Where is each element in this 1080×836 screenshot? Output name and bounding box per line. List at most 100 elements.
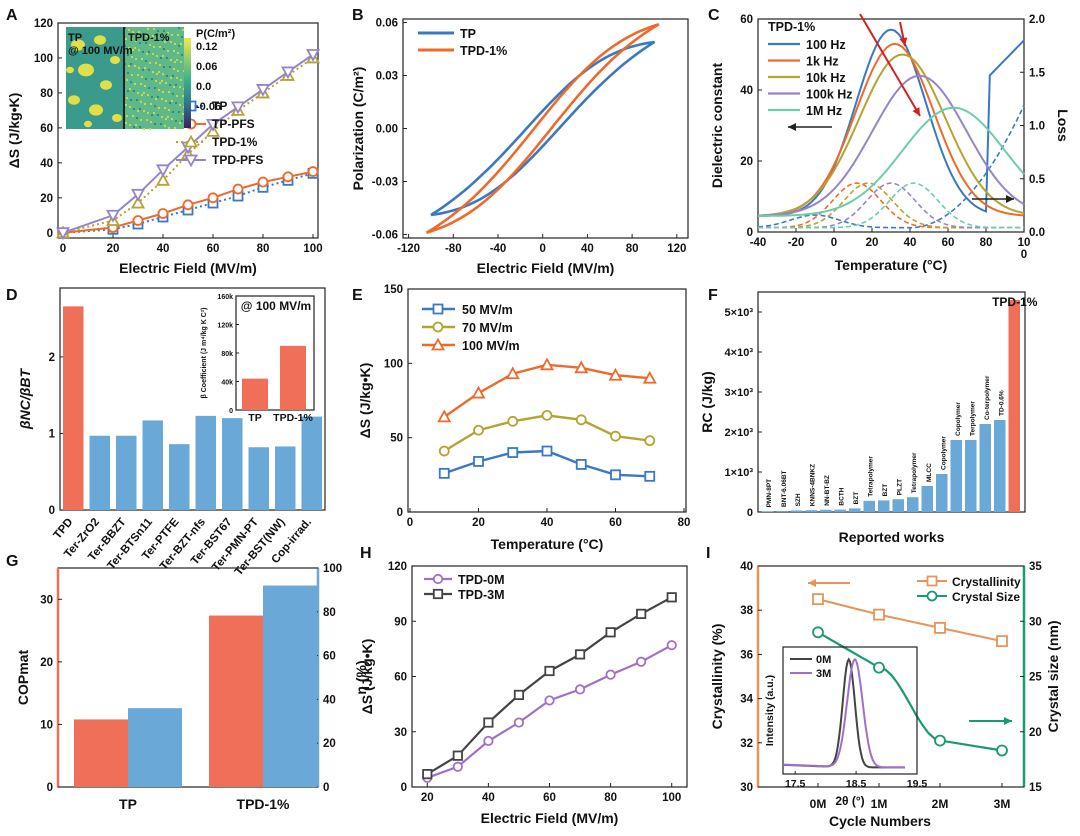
- dielectric-curve: [757, 28, 1025, 217]
- y-axis-label: RC (J/kg): [699, 371, 715, 432]
- noise-dot: [147, 94, 149, 96]
- noise-dot: [154, 123, 156, 125]
- inset-tick-label: 120k: [217, 323, 233, 330]
- x-tick-label: 20: [421, 792, 434, 804]
- noise-dot: [162, 91, 164, 93]
- data-point: [282, 171, 294, 183]
- data-point: [541, 409, 553, 421]
- data-point: [610, 469, 621, 481]
- data-point: [307, 166, 319, 177]
- y-tick-label: 100: [323, 563, 342, 575]
- bar: [979, 424, 991, 512]
- y-tick-label: 36: [740, 649, 753, 661]
- legend-label: TPD-1%: [212, 135, 258, 149]
- noise-dot: [135, 40, 137, 42]
- data-point: [610, 430, 621, 442]
- y2-axis-label: η (%): [353, 660, 369, 694]
- noise-dot: [182, 29, 184, 31]
- bar: [878, 500, 890, 512]
- noise-dot: [169, 84, 171, 86]
- legend-marker: [432, 303, 444, 315]
- noise-dot: [164, 107, 166, 109]
- noise-dot: [167, 32, 169, 34]
- y-tick-label: 0: [47, 782, 53, 794]
- bar: [791, 510, 803, 512]
- legend-label: 50 MV/m: [462, 303, 513, 317]
- x-axis-label: Temperature (°C): [491, 536, 604, 552]
- series-line: [62, 57, 314, 234]
- noise-dot: [168, 91, 170, 93]
- inset-legend-label: 3M: [816, 668, 831, 680]
- inset-category-label: TPD-1%: [273, 412, 313, 424]
- noise-dot: [157, 114, 159, 116]
- noise-dot: [168, 109, 170, 111]
- x-tick-label: -120: [397, 243, 420, 255]
- noise-dot: [165, 82, 167, 84]
- y-axis-label: ΔS (J/kg•K): [359, 639, 375, 715]
- arrow-head: [788, 123, 796, 131]
- data-point: [574, 649, 586, 660]
- bar: [892, 499, 904, 512]
- noise-dot: [161, 116, 163, 118]
- noise-dot: [127, 54, 129, 56]
- series-line: [62, 172, 314, 234]
- noise-dot: [166, 57, 168, 59]
- legend-marker: [430, 337, 446, 351]
- noise-dot: [149, 62, 151, 64]
- noise-dot: [140, 101, 142, 103]
- x-tick-label: 0: [1021, 249, 1027, 261]
- noise-dot: [172, 93, 174, 95]
- data-point: [483, 717, 494, 728]
- noise-dot: [144, 85, 146, 87]
- noise-dot: [160, 39, 162, 41]
- noise-dot: [156, 55, 158, 57]
- noise-dot: [178, 27, 180, 29]
- noise-dot: [146, 53, 148, 55]
- data-point: [437, 409, 452, 423]
- category-label: TPD-1%: [237, 796, 290, 812]
- noise-dot: [167, 116, 169, 118]
- y-tick-label: 60: [40, 123, 53, 135]
- noise-dot: [126, 115, 128, 117]
- data-point: [422, 769, 433, 780]
- data-point: [483, 735, 494, 747]
- inset-title: @ 100 MV/m: [241, 299, 311, 313]
- noise-dot: [178, 111, 180, 113]
- noise-dot: [176, 95, 178, 97]
- bar-label: BNT-6.06BT: [781, 470, 788, 507]
- x-tick-label: 60: [543, 792, 556, 804]
- noise-dot: [134, 65, 136, 67]
- data-point: [255, 84, 271, 97]
- data-point: [541, 445, 553, 457]
- arrow-head: [912, 107, 920, 116]
- legend-marker: [926, 590, 938, 602]
- noise-dot: [132, 49, 134, 51]
- panel-letter: A: [6, 7, 18, 24]
- inset-ylabel: β Coefficient (J m⁴/kg K C²): [201, 308, 208, 399]
- noise-dot: [179, 122, 181, 124]
- bar-label: PMN-8PT: [766, 479, 773, 508]
- noise-dot: [131, 38, 133, 40]
- noise-dot: [128, 29, 130, 31]
- noise-dot: [134, 83, 136, 85]
- noise-dot: [159, 46, 161, 48]
- noise-dot: [125, 122, 127, 124]
- noise-dot: [166, 39, 168, 41]
- bar-label: BZT: [853, 492, 860, 505]
- noise-dot: [171, 34, 173, 36]
- noise-dot: [162, 73, 164, 75]
- bar: [74, 719, 128, 787]
- noise-dot: [158, 89, 160, 91]
- noise-dot: [136, 33, 138, 35]
- noise-dot: [138, 31, 140, 33]
- noise-dot: [150, 103, 152, 105]
- y-tick-label: 60: [740, 14, 753, 26]
- x-axis-label: Electric Field (MV/m): [481, 810, 619, 826]
- noise-dot: [145, 42, 147, 44]
- y-tick-label: 40: [40, 158, 53, 170]
- data-point: [873, 661, 885, 674]
- data-point: [644, 470, 656, 482]
- y-tick-label: 5×10³: [725, 307, 754, 319]
- noise-dot: [177, 34, 179, 36]
- y-tick-label: 120: [388, 561, 407, 573]
